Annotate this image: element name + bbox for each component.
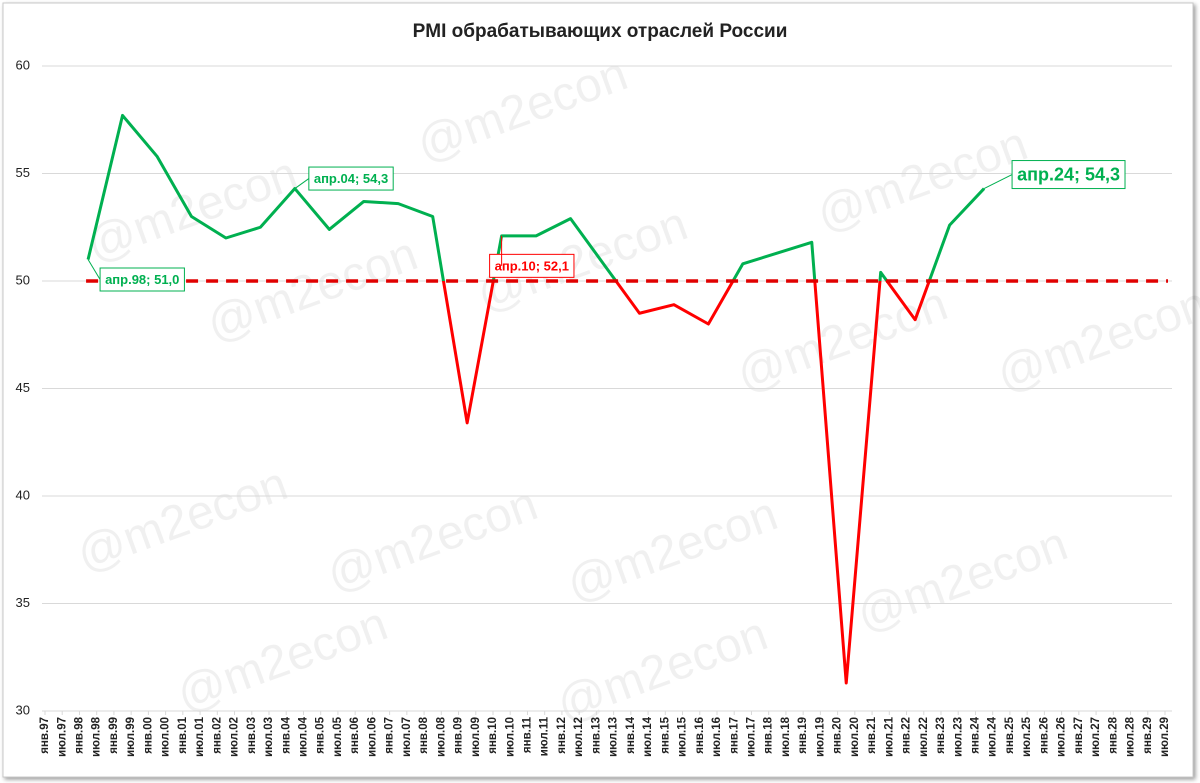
x-tick-label: июл.09 [470,717,482,757]
x-tick-label: янв.04 [280,716,292,753]
x-tick-label: янв.13 [590,717,602,754]
x-tick-label: июл.98 [91,716,103,757]
x-tick-label: июл.08 [435,716,447,757]
x-tick-label: июл.25 [1021,716,1033,757]
x-tick-label: июл.00 [160,717,172,757]
x-tick-label: янв.09 [453,717,465,754]
x-tick-label: июл.01 [194,716,206,757]
x-tick-label: июл.15 [677,716,689,757]
x-tick-label: янв.11 [521,716,533,753]
x-tick-label: янв.01 [177,716,189,753]
x-tick-label: янв.05 [315,716,327,753]
y-tick-label: 45 [16,380,30,395]
x-tick-label: июл.13 [608,717,620,757]
x-tick-label: июл.22 [918,717,930,757]
x-tick-label: июл.29 [1159,717,1171,757]
x-tick-label: июл.02 [229,717,241,757]
x-tick-label: июл.12 [573,717,585,757]
y-tick-label: 50 [16,272,30,287]
x-tick-label: июл.16 [711,717,723,757]
annotation-label: апр.10; 52,1 [495,258,569,273]
x-tick-label: янв.12 [556,717,568,754]
annotation-leader [294,178,310,189]
x-tick-label: янв.28 [1107,716,1119,753]
x-tick-label: янв.02 [211,717,223,754]
x-tick-label: янв.08 [418,716,430,753]
x-tick-label: янв.16 [694,717,706,754]
y-tick-label: 60 [16,57,30,72]
x-tick-label: янв.14 [625,716,637,753]
x-tick-label: янв.00 [142,717,154,754]
x-tick-label: июл.24 [987,716,999,757]
x-tick-label: янв.19 [797,717,809,754]
x-tick-label: июл.17 [745,717,757,757]
x-tick-label: янв.21 [866,716,878,753]
x-tick-label: янв.06 [349,717,361,754]
x-tick-label: янв.22 [901,717,913,754]
y-tick-label: 40 [16,487,30,502]
x-tick-label: июл.97 [56,717,68,757]
annotation-label: апр.04; 54,3 [314,171,388,186]
annotation-leader [87,259,101,280]
x-tick-label: янв.24 [969,716,981,753]
x-tick-label: янв.20 [832,717,844,754]
x-tick-label: янв.98 [73,716,85,753]
y-tick-label: 30 [16,702,30,717]
x-tick-label: янв.15 [659,716,671,753]
annotation-leader [983,174,1013,189]
x-tick-label: июл.14 [642,716,654,757]
x-tick-label: июл.05 [332,716,344,757]
annotation-box [489,253,575,278]
y-tick-label: 35 [16,595,30,610]
x-tick-label: янв.10 [487,717,499,754]
x-tick-label: июл.28 [1125,716,1137,757]
x-tick-label: июл.26 [1056,717,1068,757]
x-tick-label: янв.27 [1073,717,1085,754]
x-tick-label: янв.26 [1038,717,1050,754]
x-tick-label: июл.07 [401,717,413,757]
x-tick-label: янв.07 [384,717,396,754]
x-tick-label: июл.06 [366,717,378,757]
annotation-box [1011,160,1126,190]
x-tick-label: июл.99 [125,717,137,757]
x-tick-label: июл.19 [814,717,826,757]
chart-title: PMI обрабатывающих отраслей России [413,21,788,42]
x-tick-label: июл.10 [504,717,516,757]
x-tick-label: июл.18 [780,716,792,757]
x-tick-label: июл.20 [849,717,861,757]
x-tick-label: июл.04 [297,716,309,757]
x-tick-label: июл.03 [263,717,275,757]
x-tick-label: янв.17 [728,717,740,754]
x-tick-label: янв.25 [1004,716,1016,753]
x-tick-label: июл.23 [952,717,964,757]
annotation-label: апр.98; 51,0 [105,272,179,287]
x-tick-label: янв.23 [935,717,947,754]
x-tick-label: июл.27 [1090,717,1102,757]
x-tick-label: июл.21 [883,716,895,757]
pmi-line [441,281,931,685]
x-tick-label: янв.97 [39,717,51,754]
x-tick-label: янв.99 [108,717,120,754]
x-tick-label: июл.11 [539,716,551,756]
annotation-label: апр.24; 54,3 [1017,164,1120,184]
x-tick-label: янв.18 [763,716,775,753]
y-tick-label: 55 [16,165,30,180]
pmi-line [86,113,986,281]
x-tick-label: янв.03 [246,717,258,754]
x-tick-label: янв.29 [1142,717,1154,754]
